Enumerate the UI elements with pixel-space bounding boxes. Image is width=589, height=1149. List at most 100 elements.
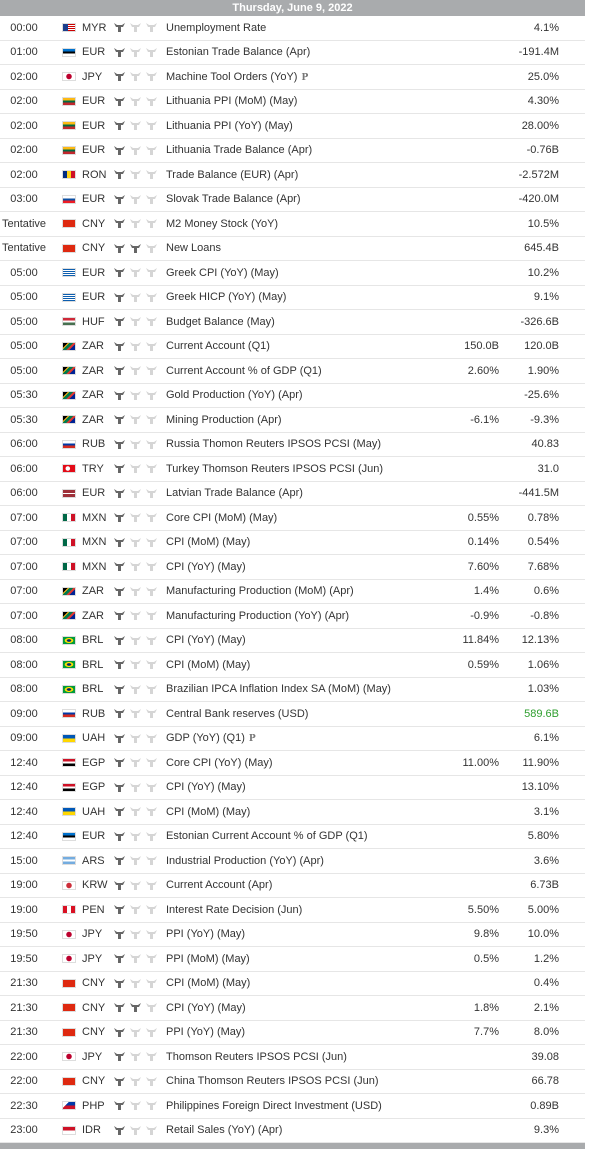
event-title[interactable]: Interest Rate Decision (Jun) (166, 904, 439, 916)
event-title[interactable]: CPI (MoM) (May) (166, 536, 439, 548)
event-row[interactable]: 05:30 ZAR Gold Production (YoY) (Apr) -25.6… (0, 384, 585, 408)
event-row[interactable]: 02:00 EUR Lithuania PPI (YoY) (May) 28.00% (0, 114, 585, 139)
event-row[interactable]: 07:00 MXN Core CPI (MoM) (May) 0.55% 0.78% (0, 506, 585, 531)
event-row[interactable]: 00:00 MYR Unemployment Rate 4.1% (0, 16, 585, 41)
event-row[interactable]: 19:00 KRW Current Account (Apr) 6.73B (0, 874, 585, 898)
event-row[interactable]: 09:00 RUB Central Bank reserves (USD) 589.6… (0, 702, 585, 727)
event-row[interactable]: 22:00 JPY Thomson Reuters IPSOS PCSI (Jun)… (0, 1045, 585, 1070)
event-title[interactable]: Budget Balance (May) (166, 316, 439, 328)
event-row[interactable]: 21:30 CNY CPI (MoM) (May) 0.4% (0, 972, 585, 996)
event-row[interactable]: 19:00 PEN Interest Rate Decision (Jun) 5.50… (0, 898, 585, 923)
event-row[interactable]: 21:30 CNY CPI (YoY) (May) 1.8% 2.1% (0, 996, 585, 1021)
event-row[interactable]: 07:00 MXN CPI (YoY) (May) 7.60% 7.68% (0, 555, 585, 580)
event-row[interactable]: 07:00 ZAR Manufacturing Production (YoY) (… (0, 604, 585, 629)
currency-code: UAH (82, 805, 106, 818)
event-title[interactable]: China Thomson Reuters IPSOS PCSI (Jun) (166, 1075, 439, 1087)
event-list: 00:00 MYR Unemployment Rate 4.1% 01:00 EUR Est… (0, 16, 585, 1143)
event-title[interactable]: Greek HICP (YoY) (May) (166, 291, 439, 303)
event-title[interactable]: Manufacturing Production (MoM) (Apr) (166, 585, 439, 597)
event-title[interactable]: CPI (YoY) (May) (166, 634, 439, 646)
event-row[interactable]: 05:00 EUR Greek CPI (YoY) (May) 10.2% (0, 261, 585, 286)
event-row[interactable]: 12:40 EGP CPI (YoY) (May) 13.10% (0, 776, 585, 800)
event-title[interactable]: CPI (MoM) (May) (166, 806, 439, 818)
event-row[interactable]: 12:40 UAH CPI (MoM) (May) 3.1% (0, 800, 585, 825)
event-row[interactable]: 15:00 ARS Industrial Production (YoY) (Apr… (0, 849, 585, 874)
bull-icon (114, 292, 125, 302)
event-title[interactable]: Central Bank reserves (USD) (166, 708, 439, 720)
event-title[interactable]: M2 Money Stock (YoY) (166, 218, 439, 230)
event-row[interactable]: 05:00 EUR Greek HICP (YoY) (May) 9.1% (0, 286, 585, 310)
event-title[interactable]: CPI (YoY) (May) (166, 1002, 439, 1014)
event-row[interactable]: 02:00 EUR Lithuania PPI (MoM) (May) 4.30% (0, 90, 585, 114)
event-row[interactable]: 12:40 EUR Estonian Current Account % of GD… (0, 825, 585, 849)
bull-icon (114, 709, 125, 719)
event-title[interactable]: Trade Balance (EUR) (Apr) (166, 169, 439, 181)
event-title[interactable]: PPI (YoY) (May) (166, 928, 439, 940)
event-title[interactable]: Thomson Reuters IPSOS PCSI (Jun) (166, 1051, 439, 1063)
event-row[interactable]: 22:30 PHP Philippines Foreign Direct Inves… (0, 1094, 585, 1119)
event-row[interactable]: 05:30 ZAR Mining Production (Apr) -6.1% -9.3… (0, 408, 585, 433)
event-row[interactable]: 09:00 UAH GDP (YoY) (Q1) P 6.1% (0, 727, 585, 751)
event-title[interactable]: Mining Production (Apr) (166, 414, 439, 426)
previous-value: 12.13% (521, 634, 559, 647)
event-row[interactable]: Tentative CNY M2 Money Stock (YoY) 10.5% (0, 212, 585, 237)
event-title[interactable]: Current Account % of GDP (Q1) (166, 365, 439, 377)
event-title[interactable]: Current Account (Apr) (166, 879, 439, 891)
event-row[interactable]: 02:00 EUR Lithuania Trade Balance (Apr) -0.… (0, 139, 585, 163)
event-title[interactable]: Lithuania PPI (YoY) (May) (166, 120, 439, 132)
event-title[interactable]: CPI (YoY) (May) (166, 781, 439, 793)
event-title[interactable]: New Loans (166, 242, 439, 254)
event-title[interactable]: CPI (MoM) (May) (166, 659, 439, 671)
event-row[interactable]: 08:00 BRL CPI (YoY) (May) 11.84% 12.13% (0, 629, 585, 653)
event-row[interactable]: 19:50 JPY PPI (MoM) (May) 0.5% 1.2% (0, 947, 585, 972)
event-title[interactable]: PPI (MoM) (May) (166, 953, 439, 965)
event-title[interactable]: Gold Production (YoY) (Apr) (166, 389, 439, 401)
event-row[interactable]: 19:50 JPY PPI (YoY) (May) 9.8% 10.0% (0, 923, 585, 947)
event-row[interactable]: Tentative CNY New Loans 645.4B (0, 237, 585, 261)
event-title[interactable]: Machine Tool Orders (YoY) P (166, 71, 439, 83)
event-title[interactable]: Unemployment Rate (166, 22, 439, 34)
event-row[interactable]: 03:00 EUR Slovak Trade Balance (Apr) -420.0… (0, 188, 585, 212)
event-title[interactable]: Philippines Foreign Direct Investment (U… (166, 1100, 439, 1112)
event-row[interactable]: 08:00 BRL Brazilian IPCA Inflation Index S… (0, 678, 585, 702)
event-title[interactable]: Industrial Production (YoY) (Apr) (166, 855, 439, 867)
event-title[interactable]: Estonian Trade Balance (Apr) (166, 46, 439, 58)
event-row[interactable]: 05:00 ZAR Current Account (Q1) 150.0B 120.0B (0, 335, 585, 359)
event-title[interactable]: Russia Thomon Reuters IPSOS PCSI (May) (166, 438, 439, 450)
event-title-text: Russia Thomon Reuters IPSOS PCSI (May) (166, 438, 381, 451)
event-title[interactable]: Brazilian IPCA Inflation Index SA (MoM) … (166, 683, 439, 695)
event-title[interactable]: Lithuania Trade Balance (Apr) (166, 144, 439, 156)
event-row[interactable]: 22:00 CNY China Thomson Reuters IPSOS PCSI… (0, 1070, 585, 1094)
event-title[interactable]: Current Account (Q1) (166, 340, 439, 352)
event-title[interactable]: Core CPI (MoM) (May) (166, 512, 439, 524)
event-row[interactable]: 07:00 MXN CPI (MoM) (May) 0.14% 0.54% (0, 531, 585, 555)
country-flag-icon (62, 1076, 76, 1086)
event-row[interactable]: 23:00 IDR Retail Sales (YoY) (Apr) 9.3% (0, 1119, 585, 1143)
event-title[interactable]: Lithuania PPI (MoM) (May) (166, 95, 439, 107)
event-title[interactable]: Manufacturing Production (YoY) (Apr) (166, 610, 439, 622)
event-row[interactable]: 05:00 HUF Budget Balance (May) -326.6B (0, 310, 585, 335)
event-title[interactable]: Core CPI (YoY) (May) (166, 757, 439, 769)
event-title[interactable]: Greek CPI (YoY) (May) (166, 267, 439, 279)
event-title[interactable]: Turkey Thomson Reuters IPSOS PCSI (Jun) (166, 463, 439, 475)
event-title[interactable]: CPI (MoM) (May) (166, 977, 439, 989)
event-row[interactable]: 02:00 JPY Machine Tool Orders (YoY) P 25.0% (0, 65, 585, 90)
event-title[interactable]: Retail Sales (YoY) (Apr) (166, 1124, 439, 1136)
event-row[interactable]: 21:30 CNY PPI (YoY) (May) 7.7% 8.0% (0, 1021, 585, 1045)
event-row[interactable]: 06:00 TRY Turkey Thomson Reuters IPSOS PCS… (0, 457, 585, 482)
event-title[interactable]: Slovak Trade Balance (Apr) (166, 193, 439, 205)
event-title[interactable]: CPI (YoY) (May) (166, 561, 439, 573)
event-row[interactable]: 07:00 ZAR Manufacturing Production (MoM) (… (0, 580, 585, 604)
event-title[interactable]: Latvian Trade Balance (Apr) (166, 487, 439, 499)
event-row[interactable]: 02:00 RON Trade Balance (EUR) (Apr) -2.572M (0, 163, 585, 188)
event-title[interactable]: Estonian Current Account % of GDP (Q1) (166, 830, 439, 842)
event-row[interactable]: 06:00 RUB Russia Thomon Reuters IPSOS PCSI… (0, 433, 585, 457)
event-row[interactable]: 06:00 EUR Latvian Trade Balance (Apr) -441.… (0, 482, 585, 506)
country-flag-icon (62, 268, 76, 278)
event-row[interactable]: 05:00 ZAR Current Account % of GDP (Q1) 2.6… (0, 359, 585, 384)
event-row[interactable]: 01:00 EUR Estonian Trade Balance (Apr) -191… (0, 41, 585, 65)
event-row[interactable]: 08:00 BRL CPI (MoM) (May) 0.59% 1.06% (0, 653, 585, 678)
event-title[interactable]: PPI (YoY) (May) (166, 1026, 439, 1038)
event-title[interactable]: GDP (YoY) (Q1) P (166, 732, 439, 744)
event-row[interactable]: 12:40 EGP Core CPI (YoY) (May) 11.00% 11.90% (0, 751, 585, 776)
